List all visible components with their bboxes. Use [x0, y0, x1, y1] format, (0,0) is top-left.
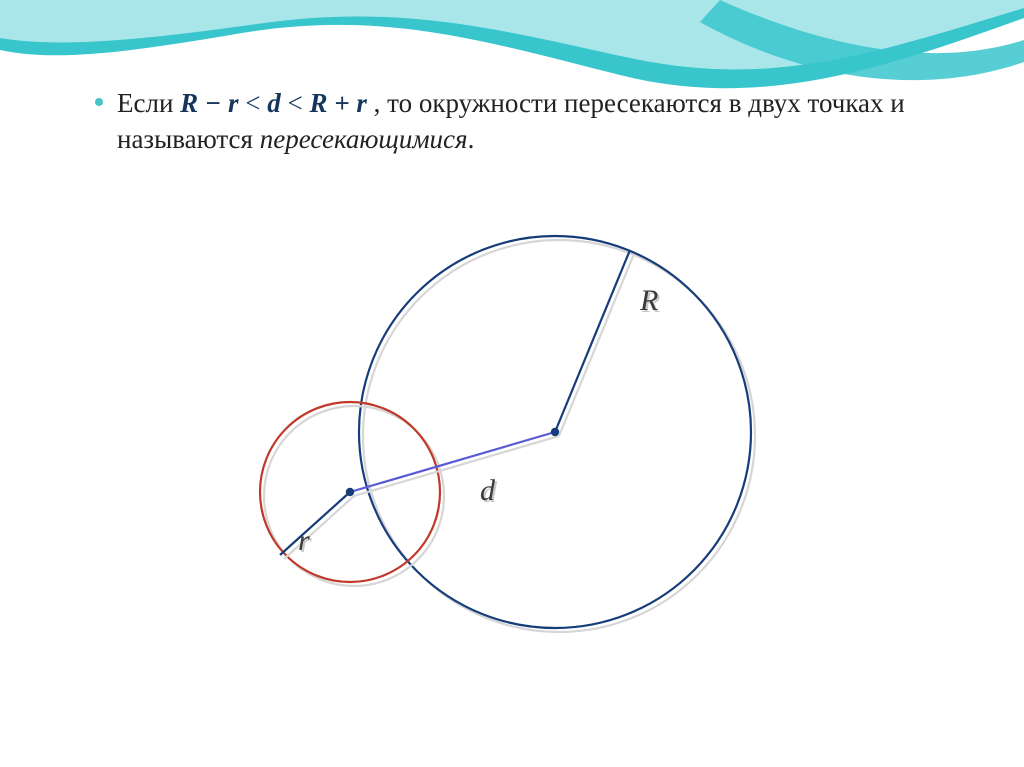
- formula-mid: d: [267, 88, 281, 118]
- formula-lt2: <: [288, 88, 303, 118]
- segment-R-shadow: [559, 254, 634, 436]
- inequality-formula: R − r < d < R + r: [180, 88, 367, 118]
- label-d: d: [480, 474, 496, 507]
- center-small: [346, 488, 354, 496]
- formula-lhs: R − r: [180, 88, 238, 118]
- segment-d: [350, 432, 555, 492]
- segment-d-shadow: [354, 436, 559, 496]
- segment-r: [280, 492, 350, 555]
- formula-lt1: <: [245, 88, 260, 118]
- center-large: [551, 428, 559, 436]
- text-emph: пересекающимися: [260, 124, 468, 154]
- text-before: Если: [117, 88, 180, 118]
- text-period: .: [468, 124, 475, 154]
- bullet-icon: [95, 98, 103, 106]
- label-R: R: [639, 284, 658, 317]
- slide-content: Если R − r < d < R + r , то окружности п…: [95, 85, 925, 158]
- wave-swoosh: [700, 0, 1024, 80]
- wave-outer: [0, 0, 1024, 88]
- main-text: Если R − r < d < R + r , то окружности п…: [117, 85, 925, 158]
- formula-rhs: R + r: [310, 88, 367, 118]
- wave-inner: [0, 0, 1024, 69]
- segment-R: [555, 250, 630, 432]
- segment-r-shadow: [284, 496, 354, 559]
- label-r: r: [298, 524, 310, 557]
- circles-diagram: RRddrr: [210, 210, 770, 670]
